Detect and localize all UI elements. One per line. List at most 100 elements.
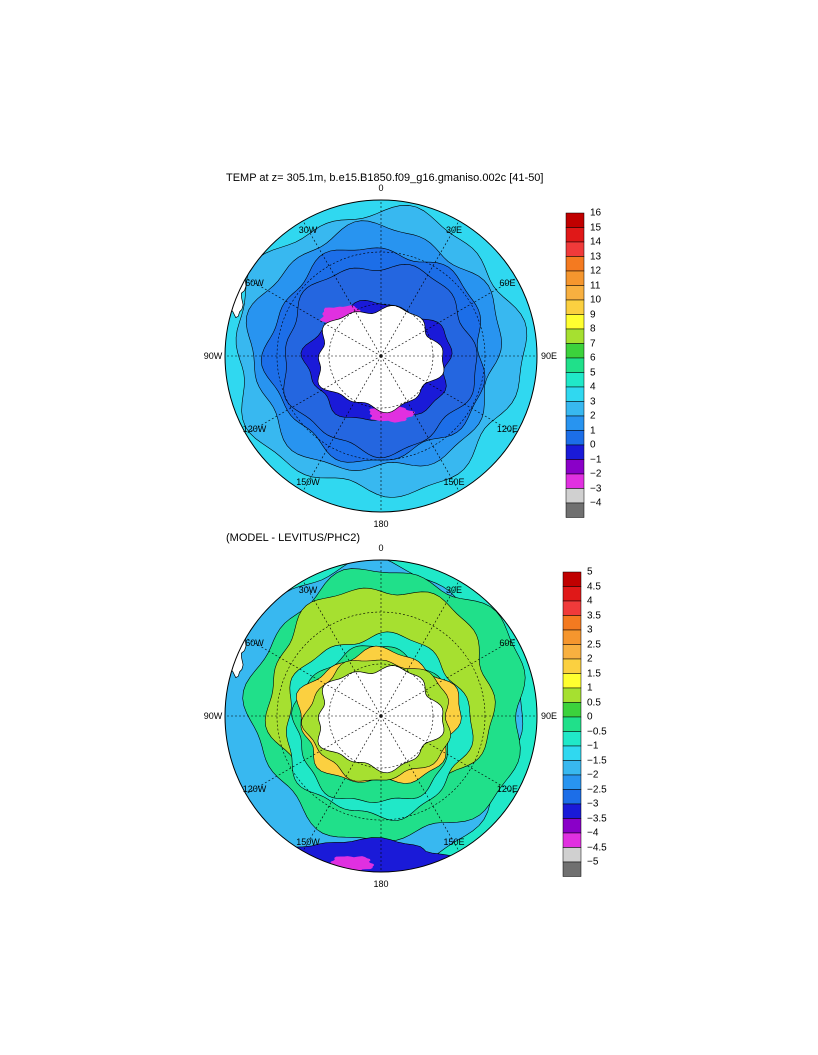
meridian-line bbox=[380, 580, 460, 717]
colorbar-swatch bbox=[565, 328, 585, 344]
colorbar-swatch bbox=[562, 774, 582, 790]
longitude-label: 150E bbox=[443, 837, 465, 848]
meridian-line bbox=[302, 715, 382, 852]
colorbar-swatch bbox=[562, 702, 582, 718]
meridian-line bbox=[302, 220, 382, 357]
colorbar-swatch bbox=[565, 343, 585, 359]
colorbar-swatch bbox=[562, 818, 582, 834]
ocean-field bbox=[225, 560, 537, 872]
longitude-label: 60E bbox=[499, 638, 516, 648]
meridian-line bbox=[380, 355, 517, 435]
meridian-line bbox=[380, 355, 460, 492]
colorbar-swatch bbox=[565, 285, 585, 301]
colorbar-swatch bbox=[562, 760, 582, 776]
colorbar-tick-label: 3 bbox=[590, 396, 596, 407]
colorbar-tick-label: −4 bbox=[587, 827, 599, 839]
colorbar-swatch bbox=[562, 644, 582, 660]
longitude-label: 150E bbox=[443, 477, 465, 488]
colorbar-tick-label: 0.5 bbox=[587, 697, 601, 708]
meridian-line bbox=[380, 715, 460, 852]
south-america-tip bbox=[225, 248, 247, 319]
colorbar-swatch bbox=[562, 861, 582, 877]
colorbar-tick-label: −5 bbox=[587, 856, 599, 868]
colorbar-tick-label: 8 bbox=[590, 323, 596, 335]
colorbar-swatch bbox=[562, 600, 582, 616]
longitude-label: 60W bbox=[245, 278, 264, 288]
colorbar-swatch bbox=[562, 847, 582, 863]
colorbar-tick-label: 13 bbox=[590, 251, 602, 262]
longitude-label: 180 bbox=[373, 879, 389, 889]
longitude-label: 180 bbox=[373, 519, 389, 529]
meridian-line bbox=[380, 637, 517, 717]
colorbar-tick-label: 4.5 bbox=[587, 581, 601, 592]
colorbar-swatch bbox=[562, 586, 582, 602]
colorbar-tick-label: 16 bbox=[590, 207, 602, 219]
colorbar-tick-label: −4 bbox=[590, 497, 602, 509]
longitude-label: 150W bbox=[296, 477, 320, 488]
colorbar-swatch bbox=[562, 745, 582, 761]
map-boundary bbox=[224, 199, 538, 513]
map-boundary bbox=[224, 559, 538, 873]
colorbar-tick-label: 11 bbox=[590, 280, 601, 291]
colorbar-swatch bbox=[565, 430, 585, 446]
colorbar-swatch bbox=[562, 629, 582, 645]
colorbar-swatch bbox=[562, 716, 582, 732]
colorbar-tick-label: 7 bbox=[590, 338, 596, 349]
longitude-label: 90E bbox=[540, 711, 558, 721]
meridian-line bbox=[380, 277, 517, 357]
colorbar-2 bbox=[562, 571, 582, 877]
colorbar-swatch bbox=[565, 241, 585, 257]
south-america-tip bbox=[225, 608, 247, 679]
colorbar-tick-label: 4 bbox=[590, 381, 596, 393]
colorbar-tick-label: 2.5 bbox=[587, 639, 601, 650]
colorbar-tick-label: −4.5 bbox=[587, 842, 607, 853]
longitude-label: 120E bbox=[496, 424, 518, 434]
meridian-line bbox=[302, 355, 382, 492]
colorbar-tick-label: −1.5 bbox=[587, 755, 607, 766]
colorbar-tick-label: 9 bbox=[590, 309, 596, 320]
colorbar-swatch bbox=[565, 357, 585, 373]
colorbar-swatch bbox=[565, 372, 585, 388]
longitude-label: 30E bbox=[445, 584, 463, 595]
colorbar-tick-label: −3.5 bbox=[587, 813, 607, 824]
meridian-line bbox=[245, 277, 382, 357]
colorbar-swatch bbox=[565, 459, 585, 475]
colorbar-tick-label: 0 bbox=[590, 439, 596, 451]
colorbar-tick-label: 0 bbox=[587, 711, 593, 723]
longitude-label: 0 bbox=[378, 183, 384, 193]
colorbar-tick-label: 15 bbox=[590, 222, 602, 233]
meridian-line bbox=[302, 580, 382, 717]
colorbar-tick-label: −1 bbox=[590, 454, 602, 465]
panel-title-top: TEMP at z= 305.1m, b.e15.B1850.f09_g16.g… bbox=[226, 172, 544, 184]
colorbar-swatch bbox=[565, 386, 585, 402]
longitude-label: 30W bbox=[298, 584, 318, 595]
colorbar-swatch bbox=[565, 270, 585, 286]
colorbar-swatch bbox=[562, 571, 582, 587]
colorbar-tick-label: 1 bbox=[590, 425, 596, 436]
colorbar-tick-label: 12 bbox=[590, 265, 602, 277]
longitude-label: 60E bbox=[499, 278, 516, 288]
longitude-label: 120W bbox=[242, 784, 267, 794]
longitude-label: 120E bbox=[496, 784, 518, 794]
colorbar-tick-label: 1.5 bbox=[587, 668, 601, 679]
colorbar-swatch bbox=[565, 401, 585, 417]
longitude-label: 120W bbox=[242, 424, 267, 434]
colorbar-tick-label: 3.5 bbox=[587, 610, 601, 621]
colorbar-tick-label: 6 bbox=[590, 352, 596, 364]
colorbar-swatch bbox=[562, 731, 582, 747]
colorbar-swatch bbox=[562, 673, 582, 689]
colorbar-tick-label: 14 bbox=[590, 236, 602, 248]
colorbar-tick-label: 1 bbox=[587, 682, 593, 694]
longitude-label: 0 bbox=[378, 543, 384, 553]
map-panel-1 bbox=[224, 199, 538, 513]
colorbar-tick-label: −2 bbox=[590, 468, 602, 480]
meridian-line bbox=[245, 355, 382, 435]
meridian-line bbox=[380, 715, 517, 795]
colorbar-swatch bbox=[565, 502, 585, 518]
colorbar-tick-label: −2.5 bbox=[587, 784, 607, 795]
longitude-label: 150W bbox=[296, 837, 320, 848]
colorbar-swatch bbox=[562, 687, 582, 703]
colorbar-swatch bbox=[565, 212, 585, 228]
colorbar-tick-label: 5 bbox=[587, 566, 593, 578]
